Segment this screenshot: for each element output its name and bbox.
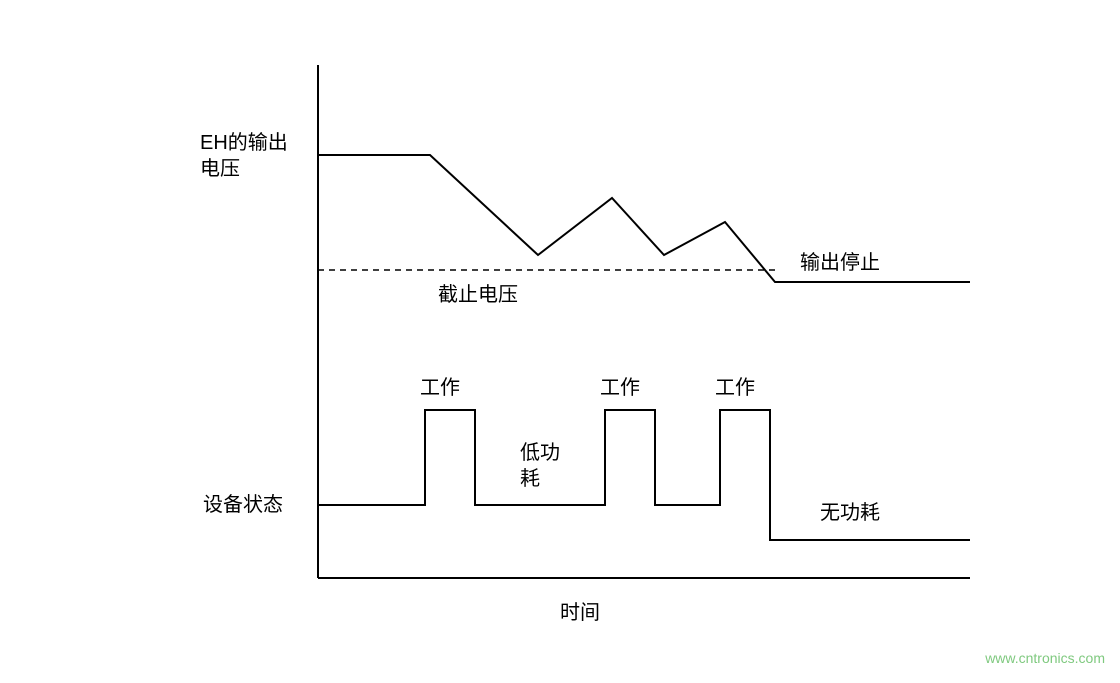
diagram-svg	[0, 0, 1120, 678]
watermark: www.cntronics.com	[985, 650, 1105, 666]
device-state-label: 设备状态	[203, 492, 283, 518]
yaxis-upper-label: EH的输出电压	[200, 130, 288, 182]
work1-label: 工作	[420, 375, 460, 401]
no-power-label: 无功耗	[820, 500, 880, 526]
xaxis-label: 时间	[560, 600, 600, 626]
work2-label: 工作	[600, 375, 640, 401]
work3-label: 工作	[715, 375, 755, 401]
output-stop-label: 输出停止	[800, 250, 880, 276]
cutoff-voltage-label: 截止电压	[438, 282, 518, 308]
low-power-label: 低功耗	[520, 440, 560, 492]
diagram-container: EH的输出电压 截止电压 输出停止 工作 工作 工作 低功耗 设备状态 无功耗 …	[0, 0, 1120, 678]
